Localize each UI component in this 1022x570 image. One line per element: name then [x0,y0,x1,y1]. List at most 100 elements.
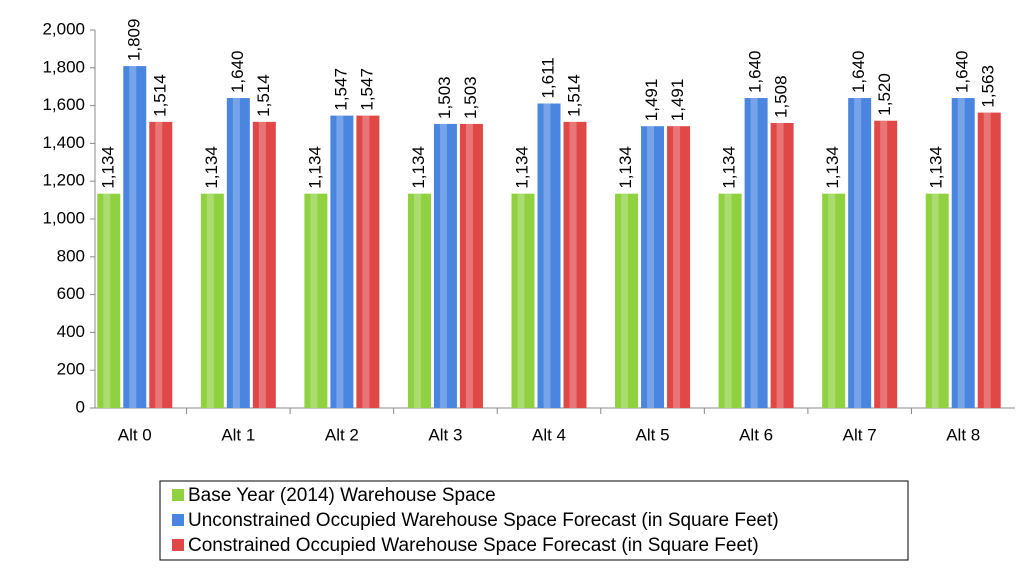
bar [200,193,224,408]
y-tick-label: 0 [76,397,85,416]
bar-highlight [439,123,447,409]
value-label: 1,134 [823,146,842,189]
x-tick-label: Alt 4 [532,425,566,444]
bar [149,121,173,408]
bar [226,98,250,408]
value-label: 1,134 [927,146,946,189]
bar [977,112,1001,408]
bar-highlight [362,115,370,408]
bar-highlight [880,120,888,408]
value-label: 1,640 [849,50,868,93]
bar-highlight [724,193,732,408]
bar [459,123,483,409]
value-label: 1,508 [772,75,791,118]
bar [511,193,535,408]
bar-highlight [569,121,577,408]
bar [822,193,846,408]
bar-highlight [957,98,965,408]
bar [356,115,380,408]
bar [615,193,639,408]
bar-highlight [465,123,473,409]
legend-swatch [172,514,184,526]
bar-highlight [336,115,344,408]
bar-highlight [750,98,758,408]
bar-highlight [854,98,862,408]
y-tick-label: 1,400 [42,133,85,152]
value-label: 1,491 [642,79,661,122]
y-tick-label: 800 [57,246,85,265]
bar-highlight [155,121,163,408]
bar-highlight [103,193,111,408]
bar [563,121,587,408]
value-label: 1,547 [331,68,350,111]
value-label: 1,640 [953,50,972,93]
value-label: 1,514 [254,74,273,117]
y-tick-label: 600 [57,284,85,303]
bar [848,98,872,408]
bar-highlight [673,126,681,409]
y-tick-label: 400 [57,322,85,341]
bar [951,98,975,408]
bar-highlight [931,193,939,408]
bar-highlight [543,103,551,409]
bar-highlight [232,98,240,408]
bar [667,126,691,409]
value-label: 1,134 [512,146,531,189]
bar [641,126,665,409]
bar-highlight [258,121,266,408]
bar [770,122,794,408]
bar-highlight [776,122,784,408]
bar-highlight [413,193,421,408]
bar-highlight [983,112,991,408]
bar [252,121,276,408]
bar-highlight [647,126,655,409]
bar [744,98,768,408]
x-tick-label: Alt 8 [946,425,980,444]
bar [407,193,431,408]
y-tick-label: 1,600 [42,95,85,114]
value-label: 1,809 [124,19,143,62]
bar [97,193,121,408]
value-label: 1,134 [202,146,221,189]
y-tick-label: 1,000 [42,208,85,227]
value-label: 1,491 [668,79,687,122]
legend-label: Constrained Occupied Warehouse Space For… [188,535,759,556]
value-label: 1,134 [616,146,635,189]
value-label: 1,520 [875,73,894,116]
value-label: 1,134 [409,146,428,189]
bar-highlight [129,66,137,408]
x-tick-label: Alt 0 [118,425,152,444]
value-label: 1,134 [720,146,739,189]
value-label: 1,611 [538,57,557,98]
legend-swatch [172,489,184,501]
y-tick-label: 2,000 [42,19,85,38]
legend-label: Unconstrained Occupied Warehouse Space F… [188,510,779,531]
x-tick-label: Alt 2 [325,425,359,444]
bar [304,193,328,408]
y-tick-label: 200 [57,360,85,379]
bar [537,103,561,409]
bar-highlight [621,193,629,408]
legend-swatch [172,539,184,551]
x-tick-label: Alt 7 [843,425,877,444]
bar [123,66,147,408]
x-tick-label: Alt 3 [428,425,462,444]
value-label: 1,134 [98,146,117,189]
value-label: 1,134 [305,146,324,189]
value-label: 1,640 [746,50,765,93]
bar-highlight [828,193,836,408]
bar [874,120,898,408]
value-label: 1,640 [228,50,247,93]
value-label: 1,563 [979,65,998,108]
y-tick-label: 1,800 [42,57,85,76]
value-label: 1,514 [564,74,583,117]
y-tick-label: 1,200 [42,171,85,190]
legend-box [159,480,909,561]
x-tick-label: Alt 6 [739,425,773,444]
bar-highlight [310,193,318,408]
x-tick-label: Alt 1 [221,425,255,444]
bar [330,115,354,408]
value-label: 1,514 [150,74,169,117]
